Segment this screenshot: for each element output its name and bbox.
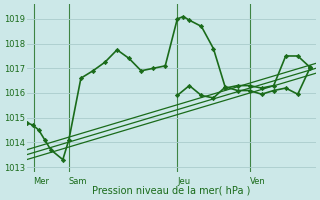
X-axis label: Pression niveau de la mer( hPa ): Pression niveau de la mer( hPa ): [92, 186, 251, 196]
Text: Ven: Ven: [250, 177, 265, 186]
Text: Jeu: Jeu: [177, 177, 190, 186]
Text: Sam: Sam: [69, 177, 87, 186]
Text: Mer: Mer: [33, 177, 49, 186]
